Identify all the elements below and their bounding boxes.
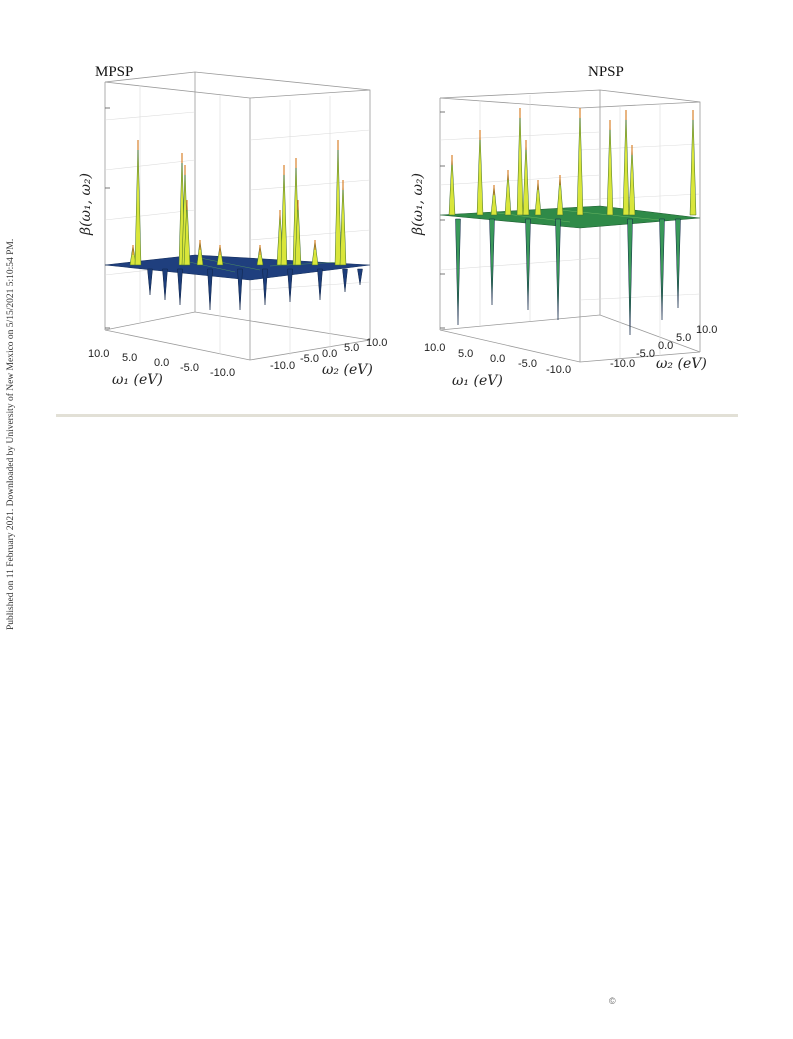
peak-spike	[576, 107, 584, 216]
x1-axis-label: ω₁ (eV)	[452, 373, 503, 389]
x2-tick: -5.0	[300, 353, 319, 365]
y-axis-label: β(ω₁, ω₂)	[78, 173, 94, 235]
peak-spike	[522, 139, 530, 216]
x2-tick: -10.0	[610, 358, 636, 370]
x1-tick: -10.0	[210, 367, 236, 379]
x1-tick: 0.0	[490, 353, 506, 365]
spike-group	[448, 107, 697, 336]
y-ticks	[105, 107, 110, 329]
publication-note: Published on 11 February 2021. Downloade…	[6, 238, 16, 630]
x1-tick: 0.0	[154, 357, 170, 369]
x2-tick: -5.0	[636, 348, 655, 360]
peak-spike	[196, 239, 204, 266]
surface-plot-npsp	[439, 89, 701, 363]
peak-spike	[334, 139, 342, 266]
x1-tick: 10.0	[88, 348, 110, 360]
peak-spike	[516, 107, 524, 216]
x1-tick: -5.0	[180, 362, 199, 374]
x1-tick: -5.0	[518, 358, 537, 370]
peak-spike	[689, 109, 697, 216]
trough-spike	[555, 218, 561, 321]
x2-tick: 5.0	[676, 332, 692, 344]
panel-title: MPSP	[95, 64, 134, 80]
trough-spike	[455, 218, 461, 326]
x2-axis-label: ω₂ (eV)	[656, 356, 707, 372]
x2-tick: 5.0	[344, 342, 360, 354]
trough-spike	[342, 268, 348, 293]
x1-tick: 5.0	[458, 348, 474, 360]
trough-spike	[147, 268, 153, 296]
x1-tick: 10.0	[424, 342, 446, 354]
peak-spike	[490, 184, 498, 216]
figure: MPSP β(ω₁, ω₂) ω₁ (eV) ω₂ (eV) 10.0 5.0 …	[60, 60, 740, 400]
peak-spike	[504, 169, 512, 216]
peak-spike	[280, 164, 288, 266]
surface-plane	[104, 254, 371, 281]
trough-spike	[675, 218, 681, 309]
trough-spike	[525, 218, 531, 311]
peak-spike	[606, 119, 614, 216]
x1-tick: -10.0	[546, 364, 572, 376]
grid-lines	[104, 85, 371, 355]
x1-tick: 5.0	[122, 352, 138, 364]
panel-npsp: NPSP β(ω₁, ω₂) ω₁ (eV) ω₂ (eV) 10.0 5.0 …	[410, 60, 750, 400]
x2-tick: 0.0	[658, 340, 674, 352]
peak-spike	[622, 109, 630, 216]
copyright-symbol: ©	[609, 996, 616, 1006]
peak-spike	[628, 144, 636, 216]
x2-tick: 10.0	[366, 337, 388, 349]
side-note: Published on 11 February 2021. Downloade…	[6, 190, 20, 630]
panel-mpsp: MPSP β(ω₁, ω₂) ω₁ (eV) ω₂ (eV) 10.0 5.0 …	[60, 60, 400, 400]
peak-spike	[183, 199, 191, 266]
x1-axis-label: ω₁ (eV)	[112, 372, 163, 388]
peak-spike	[534, 179, 542, 216]
trough-spike	[627, 218, 633, 336]
panel-title: NPSP	[588, 64, 624, 80]
peak-spike	[134, 139, 142, 266]
surface-plot-mpsp	[104, 71, 371, 361]
spike-group	[129, 139, 363, 311]
peak-spike	[476, 129, 484, 216]
trough-spike	[207, 268, 213, 311]
peak-spike	[448, 154, 456, 216]
trough-spike	[357, 268, 363, 286]
peak-spike	[311, 239, 319, 266]
trough-spike	[489, 218, 495, 306]
trough-spike	[317, 268, 323, 301]
trough-spike	[162, 268, 168, 301]
x2-tick: 10.0	[696, 324, 718, 336]
section-divider	[56, 414, 738, 417]
peak-spike	[339, 179, 347, 266]
x2-tick: 0.0	[322, 348, 338, 360]
x2-tick: -10.0	[270, 360, 296, 372]
trough-spike	[177, 268, 183, 306]
y-ticks	[440, 111, 445, 329]
trough-spike	[262, 268, 268, 306]
trough-spike	[287, 268, 293, 303]
y-axis-label: β(ω₁, ω₂)	[410, 173, 426, 235]
peak-spike	[556, 174, 564, 216]
x2-axis-label: ω₂ (eV)	[322, 362, 373, 378]
trough-spike	[237, 268, 243, 311]
peak-spike	[294, 199, 302, 266]
trough-spike	[659, 218, 665, 321]
